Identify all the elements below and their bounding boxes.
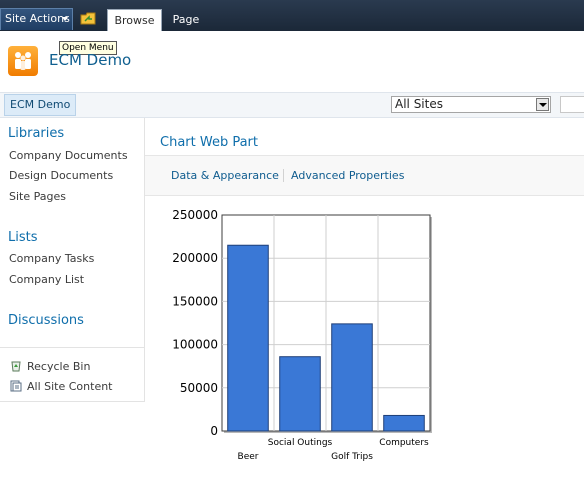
y-tick-label: 50000 — [180, 381, 218, 395]
y-tick-label: 250000 — [172, 208, 218, 222]
toolbar-divider — [283, 169, 284, 182]
x-tick-label: Social Outings — [268, 438, 333, 448]
search-scope-value: All Sites — [395, 97, 443, 111]
y-tick-label: 150000 — [172, 294, 218, 308]
site-logo[interactable] — [8, 46, 38, 76]
bar-beer[interactable] — [227, 244, 269, 432]
chevron-down-icon — [62, 17, 68, 21]
bar-golf-trips[interactable] — [331, 323, 373, 432]
people-icon — [15, 52, 31, 70]
ql-item-recycle-bin[interactable]: Recycle Bin — [27, 360, 91, 373]
chevron-down-icon[interactable] — [536, 98, 549, 111]
search-input[interactable] — [560, 96, 584, 113]
bar-social-outings[interactable] — [279, 356, 321, 432]
ql-heading-libraries[interactable]: Libraries — [8, 126, 65, 141]
quick-launch: Libraries Company Documents Design Docum… — [0, 118, 145, 402]
site-title[interactable]: ECM Demo — [49, 51, 132, 69]
x-tick-label: Golf Trips — [331, 452, 373, 462]
ql-item-site-pages[interactable]: Site Pages — [9, 190, 66, 203]
x-tick-label: Computers — [379, 438, 429, 448]
tab-browse[interactable]: Browse — [107, 9, 162, 31]
recycle-bin-icon — [11, 361, 21, 372]
ql-heading-discussions[interactable]: Discussions — [8, 313, 84, 328]
advanced-properties-link[interactable]: Advanced Properties — [291, 169, 405, 182]
y-tick-label: 0 — [210, 424, 218, 438]
webpart-title[interactable]: Chart Web Part — [160, 135, 258, 150]
ql-item-company-tasks[interactable]: Company Tasks — [9, 252, 95, 265]
search-scope-select[interactable]: All Sites — [391, 96, 551, 113]
data-appearance-link[interactable]: Data & Appearance — [171, 169, 279, 182]
ql-heading-lists[interactable]: Lists — [8, 230, 38, 245]
x-tick-label: Beer — [238, 452, 259, 462]
ql-item-company-list[interactable]: Company List — [9, 273, 85, 286]
ql-item-design-documents[interactable]: Design Documents — [9, 169, 114, 182]
y-tick-label: 200000 — [172, 251, 218, 265]
bar-computers[interactable] — [383, 414, 425, 432]
topnav-home-link[interactable]: ECM Demo — [4, 94, 77, 116]
quick-launch-divider — [0, 347, 145, 348]
site-actions-label: Site Actions — [5, 12, 70, 25]
site-content-icon — [10, 380, 22, 392]
webpart-toolbar: Data & Appearance Advanced Properties — [145, 155, 584, 196]
ql-item-all-site-content[interactable]: All Site Content — [27, 380, 113, 393]
ql-item-company-documents[interactable]: Company Documents — [9, 149, 128, 162]
open-menu-tooltip: Open Menu — [59, 41, 117, 55]
ribbon-bar: Site Actions Browse Page — [0, 0, 584, 31]
navigate-up-icon[interactable] — [80, 11, 96, 25]
bar-chart: 0 50000 100000 150000 200000 250000 Beer Socia… — [172, 208, 432, 462]
tab-page[interactable]: Page — [172, 13, 200, 26]
site-actions-menu[interactable]: Site Actions — [0, 8, 73, 30]
top-navigation: ECM Demo All Sites — [0, 92, 584, 118]
y-tick-label: 100000 — [172, 338, 218, 352]
